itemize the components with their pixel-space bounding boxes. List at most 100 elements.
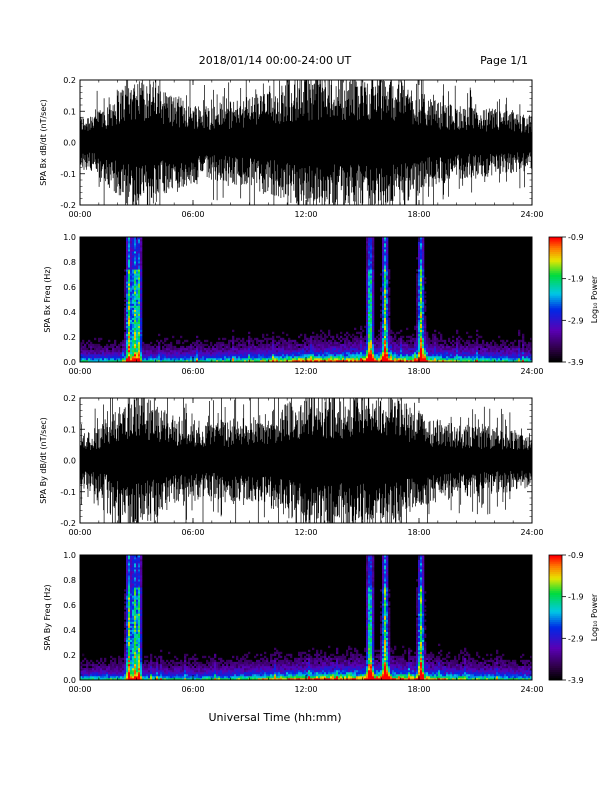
spectrogram-cell xyxy=(158,663,161,667)
spectrogram-cell xyxy=(270,351,273,355)
spectrogram-cell xyxy=(128,349,131,353)
spectrogram-cell xyxy=(86,669,89,673)
spectrogram-cell xyxy=(296,347,299,351)
spectrogram-cell xyxy=(294,353,297,357)
spectrogram-cell xyxy=(128,305,131,308)
spectrogram-cell xyxy=(480,335,483,339)
spectrogram-cell xyxy=(124,319,127,322)
spectrogram-cell xyxy=(348,351,351,355)
spectrogram-cell xyxy=(128,675,131,679)
spectrogram-cell xyxy=(166,669,169,673)
spectrogram-cell xyxy=(218,353,221,357)
spectrogram-cell xyxy=(156,671,159,675)
spectrogram-cell xyxy=(134,311,137,314)
spectrogram-cell xyxy=(154,675,157,679)
spectrogram-cell xyxy=(264,359,267,363)
spectrogram-cell xyxy=(126,265,129,268)
spectrogram-cell xyxy=(320,345,323,349)
spectrogram-cell xyxy=(320,355,323,359)
spectrogram-cell xyxy=(368,353,371,357)
spectrogram-cell xyxy=(138,315,141,318)
spectrogram-cell xyxy=(402,335,405,339)
spectrogram-cell xyxy=(510,347,513,351)
spectrogram-cell xyxy=(158,343,161,347)
spectrogram-cell xyxy=(420,295,423,298)
spectrogram-cell xyxy=(520,353,523,357)
spectrogram-cell xyxy=(124,287,127,290)
spectrogram-cell xyxy=(328,349,331,353)
spectrogram-cell xyxy=(96,669,99,673)
spectrogram-cell xyxy=(122,661,125,665)
spectrogram-cell xyxy=(366,351,369,355)
spectrogram-cell xyxy=(504,343,507,347)
spectrogram-cell xyxy=(146,659,149,663)
spectrogram-cell xyxy=(256,339,259,343)
spectrogram-cell xyxy=(126,359,129,363)
spectrogram-cell xyxy=(350,359,353,363)
spectrogram-cell xyxy=(418,335,421,339)
spectrogram-cell xyxy=(480,353,483,357)
spectrogram-cell xyxy=(138,289,141,292)
spectrogram-cell xyxy=(482,353,485,357)
spectrogram-cell xyxy=(528,359,531,363)
spectrogram-cell xyxy=(172,665,175,669)
spectrogram-cell xyxy=(370,243,373,246)
spectrogram-cell xyxy=(138,617,141,620)
spectrogram-cell xyxy=(138,667,141,671)
spectrogram-cell xyxy=(396,349,399,353)
spectrogram-cell xyxy=(158,673,161,677)
spectrogram-cell xyxy=(464,343,467,347)
spectrogram-cell xyxy=(124,303,127,306)
spectrogram-cell xyxy=(116,345,119,349)
spectrogram-cell xyxy=(378,337,381,341)
spectrogram-cell xyxy=(140,563,143,566)
spectrogram-cell xyxy=(182,669,185,673)
spectrogram-cell xyxy=(368,327,371,331)
spectrogram-cell xyxy=(422,321,425,324)
spectrogram-cell xyxy=(138,665,141,669)
panel-bx-spectrogram: 00:00 06:00 12:00 18:00 24:000.00.20.40.60.8… xyxy=(43,233,599,376)
colorbar-swatch xyxy=(549,320,562,323)
spectrogram-cell xyxy=(132,295,135,298)
spectrogram-cell xyxy=(370,351,373,355)
spectrogram-cell xyxy=(84,667,87,671)
spectrogram-cell xyxy=(108,667,111,671)
spectrogram-cell xyxy=(464,347,467,351)
spectrogram-cell xyxy=(386,305,389,308)
spectrogram-cell xyxy=(136,589,139,592)
spectrogram-cell xyxy=(386,353,389,357)
spectrogram-cell xyxy=(120,665,123,669)
spectrogram-cell xyxy=(232,345,235,349)
spectrogram-cell xyxy=(132,585,135,588)
spectrogram-cell xyxy=(84,657,87,661)
spectrogram-cell xyxy=(530,341,533,345)
x-tick-label: 12:00 xyxy=(294,528,317,537)
spectrogram-cell xyxy=(128,671,131,675)
spectrogram-cell xyxy=(130,579,133,582)
spectrogram-cell xyxy=(308,347,311,351)
spectrogram-cell xyxy=(134,581,137,584)
colorbar-swatch xyxy=(549,324,562,327)
spectrogram-cell xyxy=(422,303,425,306)
spectrogram-cell xyxy=(162,351,165,355)
spectrogram-cell xyxy=(368,333,371,337)
spectrogram-cell xyxy=(314,353,317,357)
spectrogram-cell xyxy=(464,351,467,355)
spectrogram-cell xyxy=(398,347,401,351)
spectrogram-cell xyxy=(194,667,197,671)
spectrogram-cell xyxy=(360,349,363,353)
spectrogram-cell xyxy=(126,589,129,592)
spectrogram-cell xyxy=(336,349,339,353)
spectrogram-cell xyxy=(382,263,385,266)
spectrogram-cell xyxy=(128,563,131,566)
spectrogram-cell xyxy=(342,337,345,341)
spectrogram-cell xyxy=(502,351,505,355)
spectrogram-cell xyxy=(142,345,145,349)
spectrogram-cell xyxy=(364,353,367,357)
spectrogram-cell xyxy=(136,655,139,659)
spectrogram-cell xyxy=(210,677,213,681)
spectrogram-cell xyxy=(390,357,393,361)
spectrogram-cell xyxy=(406,349,409,353)
spectrogram-cell xyxy=(386,351,389,355)
spectrogram-cell xyxy=(270,347,273,351)
